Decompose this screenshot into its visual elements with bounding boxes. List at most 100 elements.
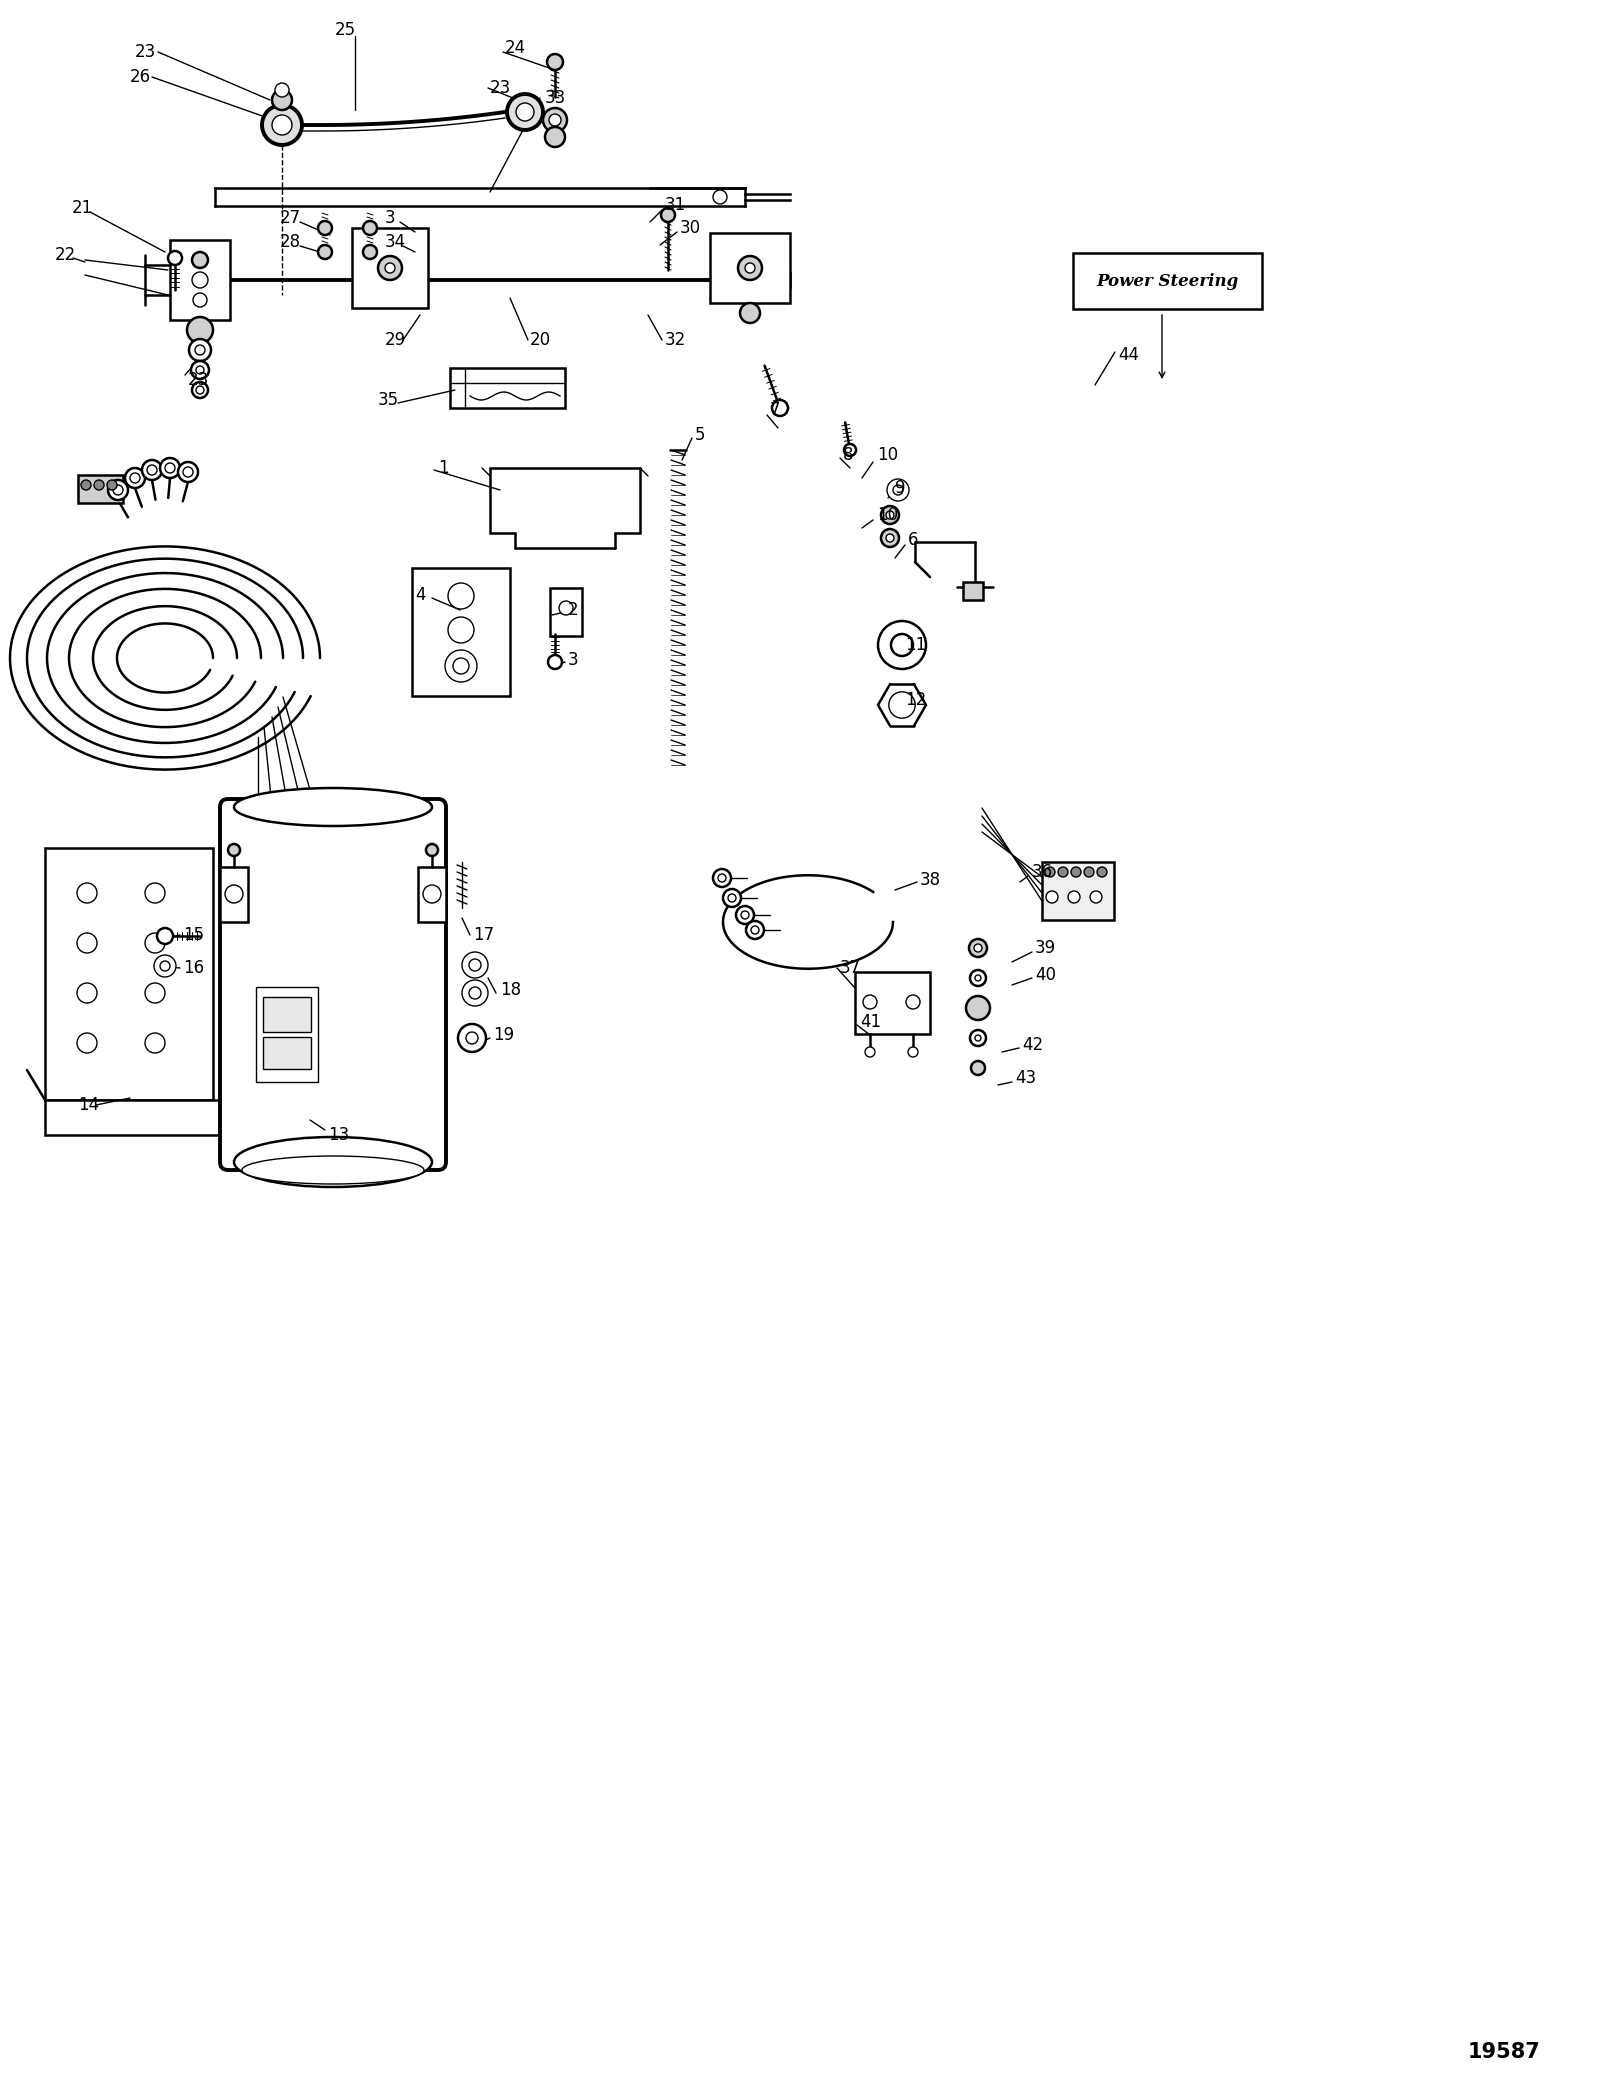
Circle shape bbox=[154, 955, 176, 978]
Circle shape bbox=[862, 994, 877, 1009]
Circle shape bbox=[458, 1023, 486, 1052]
Bar bbox=[256, 988, 318, 1082]
Circle shape bbox=[192, 272, 208, 287]
Circle shape bbox=[771, 399, 787, 416]
Circle shape bbox=[718, 874, 726, 882]
Text: 18: 18 bbox=[501, 982, 522, 998]
Text: 1: 1 bbox=[438, 460, 448, 476]
Circle shape bbox=[77, 884, 98, 903]
Text: 10: 10 bbox=[877, 445, 898, 464]
Circle shape bbox=[1058, 867, 1069, 878]
Circle shape bbox=[197, 387, 205, 393]
Circle shape bbox=[549, 114, 562, 127]
Circle shape bbox=[723, 888, 741, 907]
Bar bbox=[262, 1038, 310, 1069]
Text: 38: 38 bbox=[920, 872, 941, 888]
Circle shape bbox=[891, 634, 914, 655]
Circle shape bbox=[845, 443, 856, 456]
Circle shape bbox=[549, 655, 562, 670]
Circle shape bbox=[275, 83, 290, 98]
Circle shape bbox=[462, 980, 488, 1007]
Circle shape bbox=[882, 528, 899, 547]
Circle shape bbox=[741, 911, 749, 919]
Text: 23: 23 bbox=[189, 370, 210, 389]
Text: 17: 17 bbox=[474, 926, 494, 944]
Circle shape bbox=[517, 104, 534, 121]
Text: 31: 31 bbox=[666, 196, 686, 214]
Bar bbox=[170, 239, 230, 320]
Text: 6: 6 bbox=[909, 530, 918, 549]
Text: 3: 3 bbox=[386, 208, 395, 227]
Circle shape bbox=[422, 884, 442, 903]
Ellipse shape bbox=[234, 788, 432, 826]
Text: 2: 2 bbox=[568, 601, 579, 620]
Circle shape bbox=[893, 485, 902, 495]
Bar bbox=[1042, 861, 1114, 919]
Circle shape bbox=[547, 54, 563, 71]
Circle shape bbox=[448, 582, 474, 609]
Text: 24: 24 bbox=[506, 40, 526, 56]
Text: 11: 11 bbox=[906, 636, 926, 653]
Text: 16: 16 bbox=[182, 959, 205, 978]
Text: 43: 43 bbox=[1014, 1069, 1037, 1088]
Circle shape bbox=[194, 293, 206, 308]
Circle shape bbox=[378, 256, 402, 281]
Bar bbox=[45, 849, 213, 1100]
Circle shape bbox=[187, 316, 213, 343]
Text: 40: 40 bbox=[1035, 965, 1056, 984]
Circle shape bbox=[546, 127, 565, 148]
Text: 37: 37 bbox=[840, 959, 861, 978]
Bar bbox=[221, 867, 248, 921]
Circle shape bbox=[160, 961, 170, 971]
Text: 19587: 19587 bbox=[1467, 2043, 1539, 2061]
Circle shape bbox=[226, 884, 243, 903]
Ellipse shape bbox=[234, 1138, 432, 1188]
Text: 23: 23 bbox=[134, 44, 157, 60]
Circle shape bbox=[107, 480, 117, 491]
Circle shape bbox=[94, 480, 104, 491]
Circle shape bbox=[192, 383, 208, 397]
Circle shape bbox=[77, 1034, 98, 1052]
Text: 34: 34 bbox=[386, 233, 406, 252]
Bar bbox=[550, 589, 582, 636]
Circle shape bbox=[182, 468, 194, 476]
Circle shape bbox=[195, 345, 205, 356]
Bar bbox=[450, 368, 565, 408]
Circle shape bbox=[1085, 867, 1094, 878]
Circle shape bbox=[125, 468, 146, 489]
Circle shape bbox=[77, 984, 98, 1003]
Text: 7: 7 bbox=[770, 401, 781, 418]
Circle shape bbox=[114, 485, 123, 495]
Circle shape bbox=[746, 262, 755, 272]
Circle shape bbox=[746, 921, 765, 938]
Circle shape bbox=[146, 884, 165, 903]
Circle shape bbox=[426, 844, 438, 857]
Bar bbox=[418, 867, 446, 921]
Text: 22: 22 bbox=[54, 245, 77, 264]
Text: 13: 13 bbox=[328, 1125, 349, 1144]
Bar bbox=[78, 474, 123, 503]
Circle shape bbox=[178, 462, 198, 483]
Circle shape bbox=[866, 1046, 875, 1057]
Circle shape bbox=[272, 114, 293, 135]
Text: 42: 42 bbox=[1022, 1036, 1043, 1055]
Circle shape bbox=[970, 938, 987, 957]
Circle shape bbox=[146, 1034, 165, 1052]
Circle shape bbox=[750, 926, 758, 934]
Circle shape bbox=[146, 984, 165, 1003]
Circle shape bbox=[462, 953, 488, 978]
Circle shape bbox=[738, 256, 762, 281]
Circle shape bbox=[1046, 890, 1058, 903]
Circle shape bbox=[741, 304, 760, 322]
Circle shape bbox=[906, 994, 920, 1009]
Circle shape bbox=[157, 928, 173, 944]
Circle shape bbox=[970, 969, 986, 986]
Circle shape bbox=[728, 894, 736, 903]
Bar bbox=[262, 996, 310, 1032]
FancyBboxPatch shape bbox=[1074, 254, 1262, 310]
Bar bbox=[413, 568, 510, 697]
Circle shape bbox=[192, 252, 208, 268]
Circle shape bbox=[197, 366, 205, 374]
Text: 32: 32 bbox=[666, 331, 686, 349]
Text: 30: 30 bbox=[680, 218, 701, 237]
